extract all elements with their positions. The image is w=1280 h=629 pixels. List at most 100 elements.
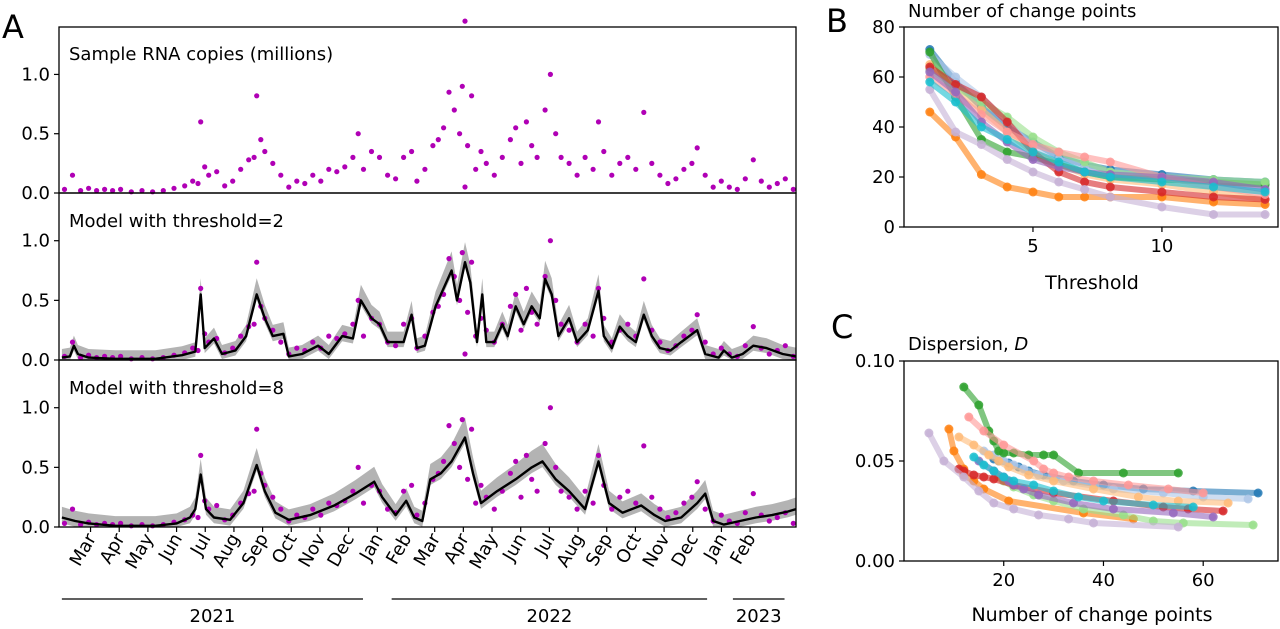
c-series-point bbox=[1188, 502, 1198, 512]
model-line-A2 bbox=[61, 261, 797, 360]
b-series-point bbox=[1080, 185, 1090, 194]
c-series-point bbox=[959, 472, 969, 482]
sample-point bbox=[459, 250, 465, 256]
ytick-label-A3: 0.5 bbox=[21, 457, 50, 478]
month-label: Feb bbox=[382, 530, 416, 568]
c-series-point bbox=[924, 428, 934, 438]
sample-point bbox=[350, 154, 356, 160]
sample-point bbox=[774, 514, 780, 521]
sample-point bbox=[774, 180, 780, 187]
sample-point bbox=[465, 476, 471, 482]
sample-point bbox=[469, 93, 475, 99]
sample-point bbox=[718, 178, 724, 184]
sample-point bbox=[195, 180, 201, 187]
sample-point bbox=[342, 164, 348, 170]
sample-point bbox=[457, 131, 463, 137]
sample-point bbox=[766, 518, 772, 524]
sample-point bbox=[473, 500, 479, 506]
sample-point bbox=[790, 520, 796, 527]
c-series-point bbox=[1039, 450, 1049, 460]
c-series-point bbox=[1074, 492, 1083, 502]
sample-point bbox=[513, 458, 519, 464]
sample-point bbox=[342, 331, 348, 337]
c-series-point bbox=[969, 452, 979, 462]
b-series-point bbox=[1002, 155, 1012, 164]
sample-point bbox=[718, 512, 724, 518]
c-series-point bbox=[999, 472, 1009, 482]
c-series-point bbox=[1029, 480, 1039, 490]
ytick-label-A3: 1.0 bbox=[21, 398, 50, 419]
sample-point bbox=[673, 176, 679, 182]
b-series-point bbox=[1054, 157, 1064, 167]
sample-point bbox=[230, 345, 236, 351]
c-series-point bbox=[1049, 468, 1059, 478]
sample-point bbox=[214, 502, 220, 509]
sample-point bbox=[246, 157, 252, 163]
c-series-point bbox=[969, 470, 979, 480]
sample-point bbox=[566, 160, 572, 166]
sample-point bbox=[401, 488, 407, 494]
ytick-label-A2: 1.0 bbox=[21, 231, 50, 252]
sample-point bbox=[558, 488, 564, 494]
c-series-line bbox=[925, 430, 1182, 530]
sample-point bbox=[523, 119, 530, 125]
sample-point bbox=[446, 256, 452, 262]
model-line-A3 bbox=[61, 436, 797, 527]
sample-point bbox=[758, 178, 764, 184]
sample-point bbox=[69, 506, 76, 512]
sample-point bbox=[441, 125, 447, 131]
b-series-point bbox=[976, 122, 986, 132]
sample-point bbox=[294, 178, 300, 184]
sample-point bbox=[202, 164, 208, 170]
b-series-point bbox=[951, 72, 961, 82]
panel-label-a: A bbox=[2, 8, 24, 46]
c-series-point bbox=[964, 412, 974, 422]
sample-point bbox=[214, 169, 220, 175]
sample-point bbox=[625, 321, 631, 327]
sample-point bbox=[590, 166, 596, 172]
sample-point bbox=[376, 154, 383, 160]
sample-point bbox=[270, 494, 276, 500]
c-series-point bbox=[979, 472, 989, 482]
sample-point bbox=[595, 452, 602, 458]
sample-point bbox=[441, 458, 447, 464]
sample-point bbox=[393, 176, 399, 182]
sample-point bbox=[254, 426, 260, 432]
sample-point bbox=[689, 160, 695, 166]
sample-point bbox=[574, 172, 580, 178]
b-series-point bbox=[1028, 140, 1038, 149]
sample-point bbox=[478, 482, 484, 488]
sample-point bbox=[360, 333, 367, 339]
sample-point bbox=[710, 184, 716, 190]
sample-point bbox=[69, 339, 76, 345]
sample-point bbox=[782, 343, 788, 349]
sample-point bbox=[601, 148, 607, 155]
sample-point bbox=[254, 259, 260, 265]
sample-point bbox=[355, 131, 361, 137]
sample-point bbox=[681, 166, 687, 172]
b-series-point bbox=[1028, 167, 1038, 177]
b-series-point bbox=[976, 92, 986, 102]
b-series-point bbox=[1028, 132, 1038, 142]
a2-title: Model with threshold=2 bbox=[69, 211, 284, 232]
b-ytick-label: 20 bbox=[872, 167, 895, 188]
sample-point bbox=[451, 107, 457, 113]
c-title-text: Dispersion, bbox=[908, 334, 1014, 355]
sample-point bbox=[326, 333, 332, 339]
c-series-point bbox=[1148, 500, 1158, 510]
sample-point bbox=[507, 137, 513, 143]
sample-point bbox=[665, 514, 671, 521]
c-series-point bbox=[1049, 476, 1059, 486]
c-series-point bbox=[1064, 514, 1074, 524]
c-series-point bbox=[959, 382, 969, 392]
c-series-point bbox=[1064, 472, 1074, 482]
c-ytick-label: 0.05 bbox=[855, 451, 895, 472]
c-series-point bbox=[1253, 488, 1263, 498]
sample-point bbox=[262, 148, 268, 155]
c-series-point bbox=[1108, 504, 1118, 514]
sample-point bbox=[491, 172, 497, 178]
c-series-point bbox=[1004, 462, 1014, 472]
sample-point bbox=[457, 464, 463, 470]
sample-point bbox=[251, 321, 257, 327]
month-label: Jan bbox=[699, 530, 732, 565]
